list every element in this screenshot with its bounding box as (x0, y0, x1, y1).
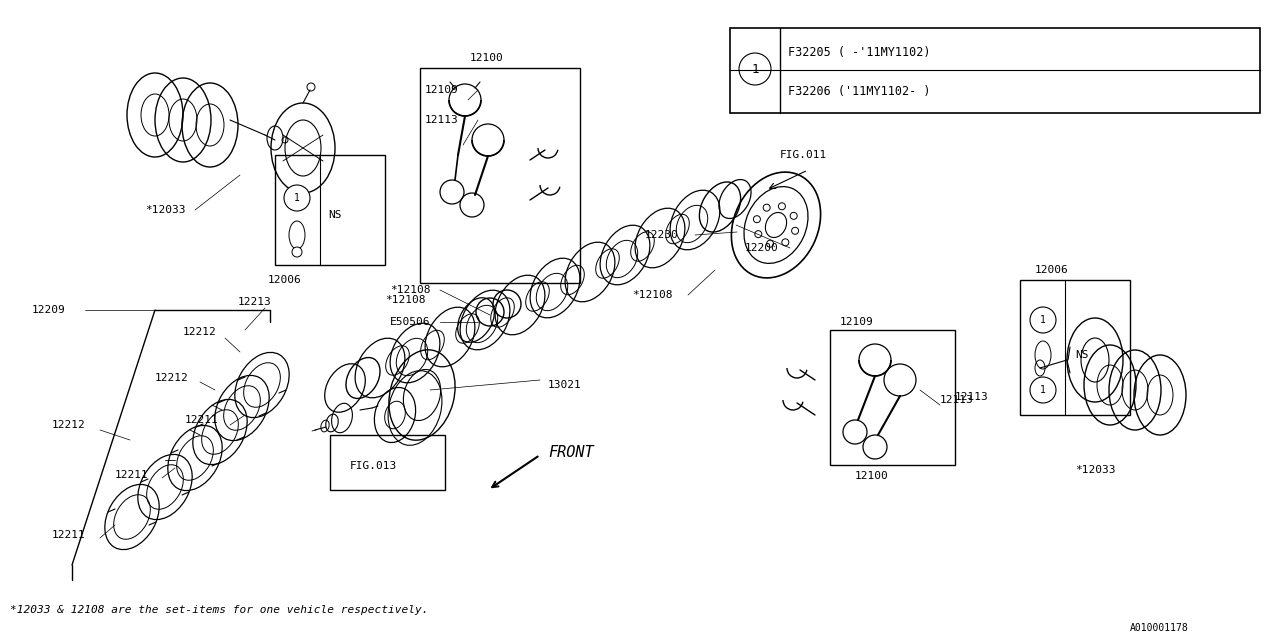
Text: 12200: 12200 (745, 243, 778, 253)
Text: FIG.011: FIG.011 (780, 150, 827, 160)
Text: 12113: 12113 (425, 115, 458, 125)
Text: 1: 1 (751, 63, 759, 76)
Text: 12109: 12109 (840, 317, 874, 327)
Text: 12100: 12100 (470, 53, 504, 63)
Text: *12108: *12108 (632, 290, 672, 300)
Text: 12100: 12100 (855, 471, 888, 481)
Circle shape (1030, 377, 1056, 403)
Text: 12213: 12213 (238, 297, 271, 307)
Text: *12033: *12033 (145, 205, 186, 215)
Text: 1: 1 (1041, 315, 1046, 325)
Bar (1020, 280, 1130, 415)
Text: E50506: E50506 (390, 317, 430, 327)
Text: 12006: 12006 (1036, 265, 1069, 275)
Text: 12230: 12230 (645, 230, 678, 240)
Circle shape (739, 53, 771, 85)
Text: NS: NS (1075, 350, 1088, 360)
Text: 13021: 13021 (548, 380, 581, 390)
Text: FIG.013: FIG.013 (349, 461, 397, 471)
Text: 12211: 12211 (52, 530, 86, 540)
Bar (829, 330, 955, 465)
Text: 12209: 12209 (32, 305, 65, 315)
Text: *12108: *12108 (385, 295, 425, 305)
Text: 1: 1 (1041, 385, 1046, 395)
Text: NS: NS (328, 210, 342, 220)
Text: 12109: 12109 (425, 85, 458, 95)
Circle shape (292, 247, 302, 257)
Text: 12212: 12212 (183, 327, 216, 337)
Bar (275, 155, 385, 265)
Text: 12211: 12211 (186, 415, 219, 425)
Text: 12211: 12211 (115, 470, 148, 480)
Text: 12212: 12212 (155, 373, 188, 383)
Bar (420, 68, 580, 283)
Text: 12113: 12113 (940, 395, 974, 405)
Bar (730, 28, 1260, 113)
Text: 12113: 12113 (955, 392, 988, 402)
Text: 1: 1 (294, 193, 300, 203)
Text: F32205 ( -'11MY1102): F32205 ( -'11MY1102) (788, 45, 931, 58)
Bar (330, 435, 445, 490)
Text: A010001178: A010001178 (1130, 623, 1189, 633)
Circle shape (284, 185, 310, 211)
Text: FRONT: FRONT (548, 445, 594, 460)
Text: F32206 ('11MY1102- ): F32206 ('11MY1102- ) (788, 84, 931, 97)
Text: *12033: *12033 (1075, 465, 1115, 475)
Text: 12006: 12006 (268, 275, 302, 285)
Circle shape (1030, 307, 1056, 333)
Text: *12033 & 12108 are the set-items for one vehicle respectively.: *12033 & 12108 are the set-items for one… (10, 605, 429, 615)
Text: 12212: 12212 (52, 420, 86, 430)
Text: *12108: *12108 (390, 285, 430, 295)
